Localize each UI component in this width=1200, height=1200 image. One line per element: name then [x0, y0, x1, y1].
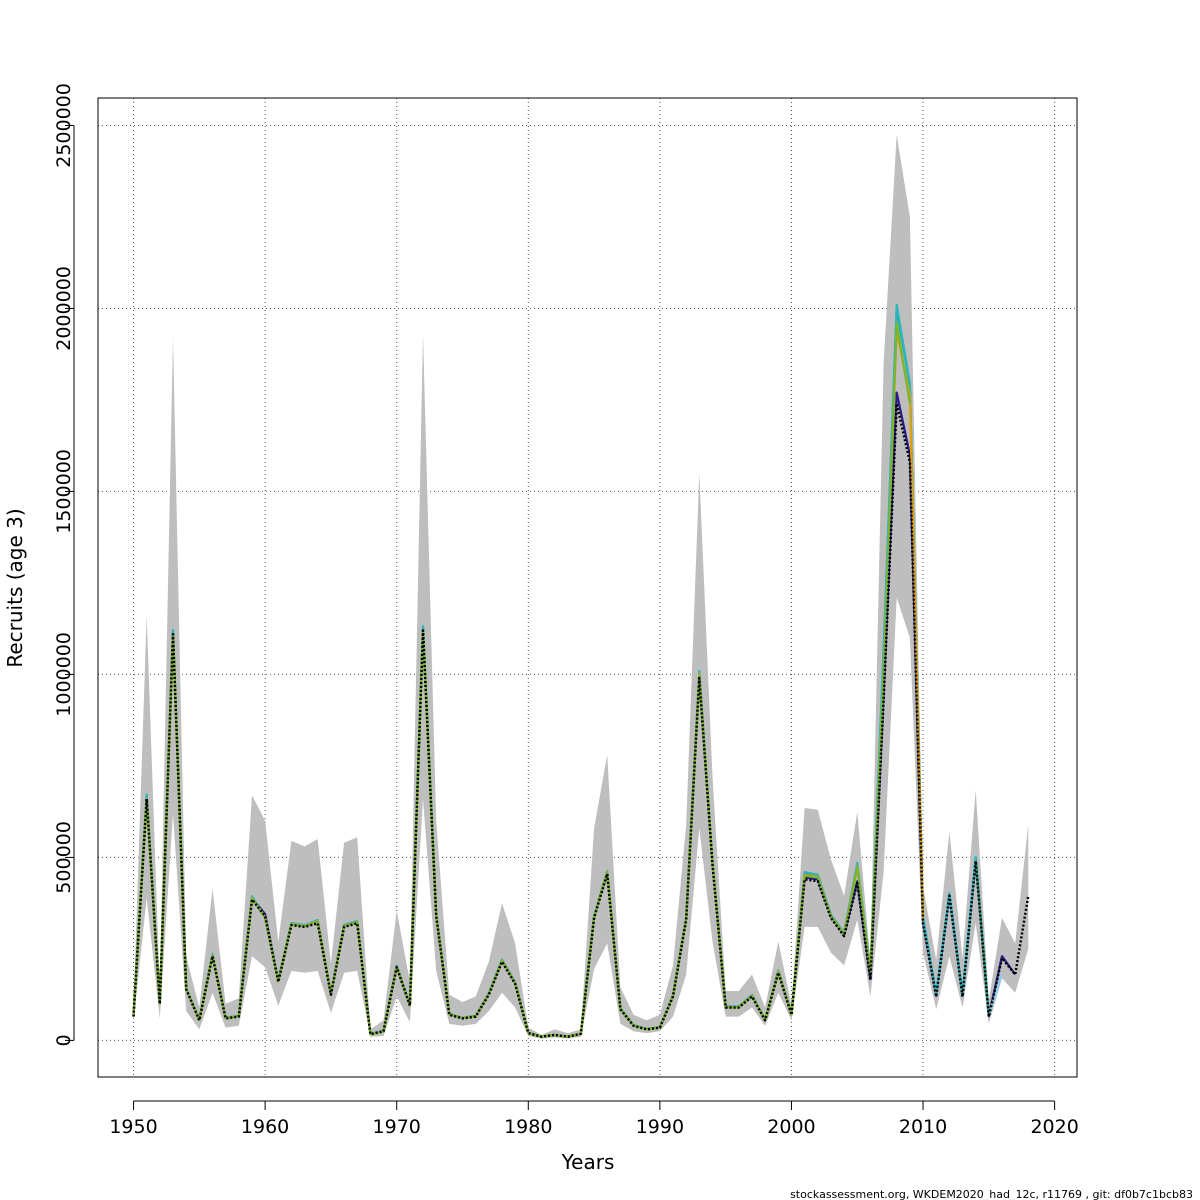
y-axis: 0 500000 1000000 1500000 2000000 2500000 [53, 83, 75, 1046]
x-tick-label: 1950 [109, 1116, 157, 1138]
y-tick-label: 0 [53, 1034, 75, 1046]
x-tick-label: 2020 [1030, 1116, 1078, 1138]
x-tick-label: 1970 [373, 1116, 421, 1138]
series-layer [132, 303, 1030, 1038]
series-line-base [132, 402, 1030, 1038]
x-tick-label: 1990 [636, 1116, 684, 1138]
x-axis-title: Years [561, 1150, 615, 1174]
y-tick-label: 500000 [53, 821, 75, 894]
y-tick-label: 2000000 [53, 266, 75, 351]
confidence-band [133, 134, 1029, 1039]
footer-credit: stockassessment.org, WKDEM2020_had_12c, … [790, 1188, 1193, 1200]
y-tick-label: 2500000 [53, 83, 75, 168]
x-axis: 1950 1960 1970 1980 1990 2000 2010 2020 [109, 1100, 1079, 1138]
y-tick-label: 1500000 [53, 449, 75, 534]
x-tick-label: 1980 [504, 1116, 552, 1138]
x-tick-label: 1960 [241, 1116, 289, 1138]
confidence-band-layer [133, 134, 1029, 1039]
plot-frame [97, 97, 1078, 1078]
y-axis-title: Recruits (age 3) [3, 508, 27, 667]
y-tick-label: 1000000 [53, 632, 75, 717]
x-tick-label: 2010 [899, 1116, 947, 1138]
x-tick-label: 2000 [767, 1116, 815, 1138]
